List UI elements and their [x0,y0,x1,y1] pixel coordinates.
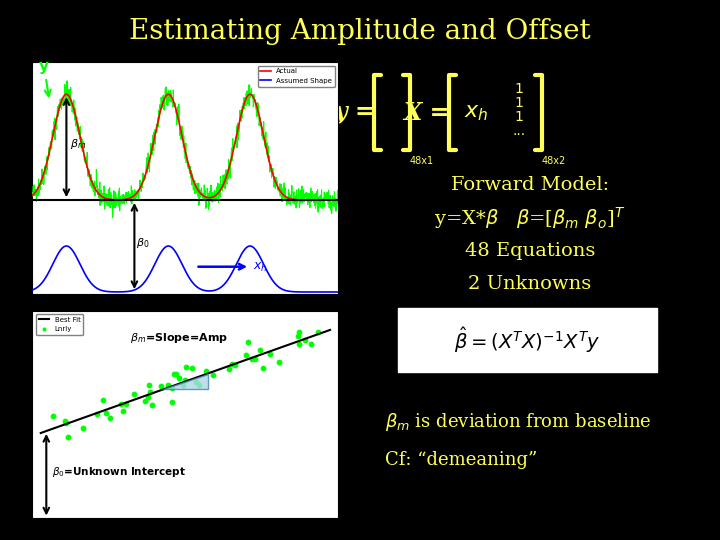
Lnrly [91,409,102,418]
Text: y: y [39,59,50,96]
Text: 2 Unknowns: 2 Unknowns [469,275,592,293]
Text: 48x1: 48x1 [410,156,434,166]
Lnrly [97,395,109,404]
Lnrly [177,380,189,389]
Lnrly [143,381,155,389]
Lnrly [166,384,178,393]
Lnrly [200,367,212,376]
Lnrly [227,360,238,369]
Lnrly [146,401,158,409]
Lnrly [264,350,276,359]
Lnrly [240,350,252,359]
Line: Best Fit: Best Fit [41,330,330,433]
X-axis label: Acquisition Time (sec): Acquisition Time (sec) [139,315,232,325]
Text: X =: X = [404,100,450,125]
Lnrly [274,358,285,367]
Lnrly [78,423,89,432]
Lnrly [48,411,59,420]
Lnrly [144,388,156,396]
Lnrly [168,370,180,379]
Text: $x_h$: $x_h$ [464,102,488,124]
Polygon shape [163,374,207,389]
Text: 1: 1 [515,110,523,124]
Lnrly [128,389,140,398]
Lnrly [186,363,198,372]
Text: Estimating Amplitude and Offset: Estimating Amplitude and Offset [129,18,591,45]
Lnrly [104,414,116,422]
Text: $\hat{\beta} = \left(X^T X\right)^{-1} X^T y$: $\hat{\beta} = \left(X^T X\right)^{-1} X… [454,325,601,355]
Text: $x_h$: $x_h$ [253,261,268,274]
FancyBboxPatch shape [398,308,657,372]
Lnrly [163,381,174,389]
Best Fit [104,406,112,413]
Text: 1: 1 [515,82,523,96]
Best Fit [92,410,101,416]
Lnrly [305,340,316,348]
Lnrly [249,355,261,363]
Best Fit [37,430,45,436]
Best Fit [325,327,334,333]
Text: $\beta_0$=Unknown Intercept: $\beta_0$=Unknown Intercept [52,465,186,479]
Lnrly [294,339,305,348]
Lnrly [171,370,182,379]
Text: 1: 1 [515,96,523,110]
Lnrly [139,397,150,406]
Text: $\beta_m$=Slope=Amp: $\beta_m$=Slope=Amp [130,331,228,345]
Lnrly [293,332,305,341]
Text: $\beta_m$: $\beta_m$ [70,137,86,151]
Lnrly [180,363,192,372]
Lnrly [100,409,112,418]
Y-axis label: y Noisy Value: y Noisy Value [4,386,13,443]
Text: $\beta_0$: $\beta_0$ [137,236,150,250]
Best Fit [302,335,311,341]
Lnrly [174,374,185,383]
Lnrly [312,328,324,336]
Best Fit [311,332,320,339]
Text: ...: ... [513,124,526,138]
Lnrly [230,361,241,369]
Lnrly [300,335,311,344]
Text: 48 Equations: 48 Equations [465,242,595,260]
Lnrly [62,433,73,442]
Text: 48x2: 48x2 [542,156,566,166]
Text: $\beta_m$ is deviation from baseline: $\beta_m$ is deviation from baseline [385,411,652,433]
Lnrly [143,393,154,401]
Lnrly [60,418,72,427]
Text: Cf: “demeaning”: Cf: “demeaning” [385,451,537,469]
Text: y=X*$\beta$   $\beta$=[$\beta_m$ $\beta_o$]$^T$: y=X*$\beta$ $\beta$=[$\beta_m$ $\beta_o$… [434,205,626,231]
Lnrly [223,364,235,373]
Lnrly [254,346,266,354]
Lnrly [247,354,258,363]
Lnrly [193,381,204,390]
Legend: Actual, Assumed Shape: Actual, Assumed Shape [258,65,335,86]
Text: Forward Model:: Forward Model: [451,176,609,194]
Lnrly [59,417,71,426]
Lnrly [156,382,167,390]
Lnrly [242,338,253,347]
Lnrly [166,397,178,406]
Lnrly [294,328,305,336]
Legend: Best Fit, Lnrly: Best Fit, Lnrly [36,314,84,335]
Lnrly [179,376,191,384]
Lnrly [258,364,269,373]
Lnrly [121,400,132,408]
Lnrly [207,370,219,379]
Best Fit [209,368,217,375]
Text: y =: y = [333,100,375,125]
Lnrly [117,407,129,416]
Lnrly [190,378,202,387]
Best Fit [186,377,194,383]
Lnrly [115,400,127,409]
